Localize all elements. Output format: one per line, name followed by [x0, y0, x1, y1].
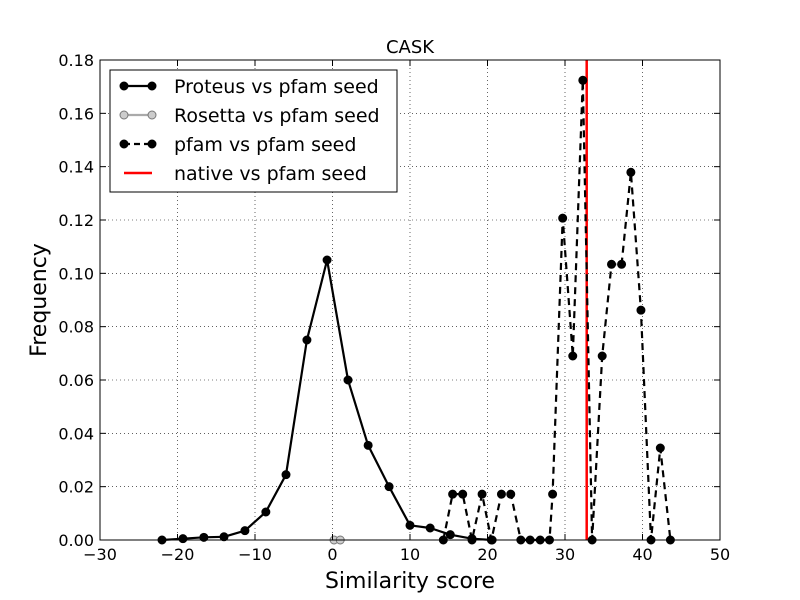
- data-point: [405, 520, 415, 530]
- x-tick-label: −10: [238, 545, 272, 564]
- legend-label: pfam vs pfam seed: [174, 134, 356, 156]
- data-point: [558, 213, 568, 223]
- legend-label: Proteus vs pfam seed: [174, 76, 379, 98]
- data-point: [281, 470, 291, 480]
- y-tick-label: 0.18: [58, 51, 94, 70]
- x-tick-label: 20: [477, 545, 497, 564]
- y-tick-label: 0.10: [58, 264, 94, 283]
- y-tick-label: 0.06: [58, 371, 94, 390]
- x-tick-label: −30: [83, 545, 117, 564]
- data-point: [445, 530, 455, 540]
- legend-box: [109, 69, 398, 193]
- legend-label: Rosetta vs pfam seed: [174, 105, 380, 127]
- y-tick-label: 0.16: [58, 104, 94, 123]
- y-tick-label: 0.08: [58, 318, 94, 337]
- y-axis-label: Frequency: [27, 243, 52, 357]
- data-point: [617, 259, 627, 269]
- data-point: [363, 440, 373, 450]
- y-tick-label: 0.02: [58, 478, 94, 497]
- data-point: [568, 351, 578, 361]
- data-point: [607, 259, 616, 269]
- data-point: [597, 351, 607, 361]
- x-tick-label: −20: [161, 545, 195, 564]
- legend-marker: [119, 110, 129, 120]
- data-point: [240, 526, 250, 536]
- chart-title: CASK: [386, 37, 435, 58]
- y-tick-label: 0.04: [58, 424, 94, 443]
- legend-marker: [147, 81, 157, 91]
- data-point: [384, 482, 394, 492]
- x-tick-label: 10: [400, 545, 420, 564]
- data-point: [448, 489, 458, 499]
- data-point: [636, 305, 646, 315]
- data-point: [458, 489, 468, 499]
- legend-marker: [119, 81, 129, 91]
- data-point: [261, 507, 271, 517]
- y-tick-label: 0.14: [58, 158, 94, 177]
- data-point: [626, 167, 636, 177]
- data-point: [548, 489, 558, 499]
- data-point: [219, 532, 229, 542]
- data-point: [477, 489, 487, 499]
- x-tick-label: 40: [632, 545, 652, 564]
- x-tick-label: 0: [327, 545, 337, 564]
- data-point: [343, 375, 353, 385]
- axis-ticks: −30 −20 −10 0 10 20 30 40 50 0.00 0.02 0.04 0.06 0.08…: [58, 51, 730, 564]
- x-axis-label: Similarity score: [325, 569, 495, 594]
- data-point: [322, 255, 332, 265]
- data-point: [199, 532, 209, 542]
- legend-marker: [147, 139, 157, 149]
- x-tick-label: 30: [555, 545, 575, 564]
- data-point: [506, 489, 516, 499]
- x-tick-label: 50: [710, 545, 730, 564]
- legend-marker: [119, 139, 129, 149]
- data-point: [496, 489, 506, 499]
- data-point: [302, 335, 312, 345]
- data-point: [655, 443, 665, 453]
- data-point: [178, 534, 188, 544]
- y-tick-label: 0.00: [58, 531, 94, 550]
- legend: Proteus vs pfam seed Rosetta vs pfam seed…: [109, 69, 398, 193]
- y-tick-label: 0.12: [58, 211, 94, 230]
- data-point: [425, 523, 435, 533]
- legend-marker: [147, 110, 157, 120]
- legend-label: native vs pfam seed: [174, 163, 367, 185]
- data-point: [578, 75, 588, 85]
